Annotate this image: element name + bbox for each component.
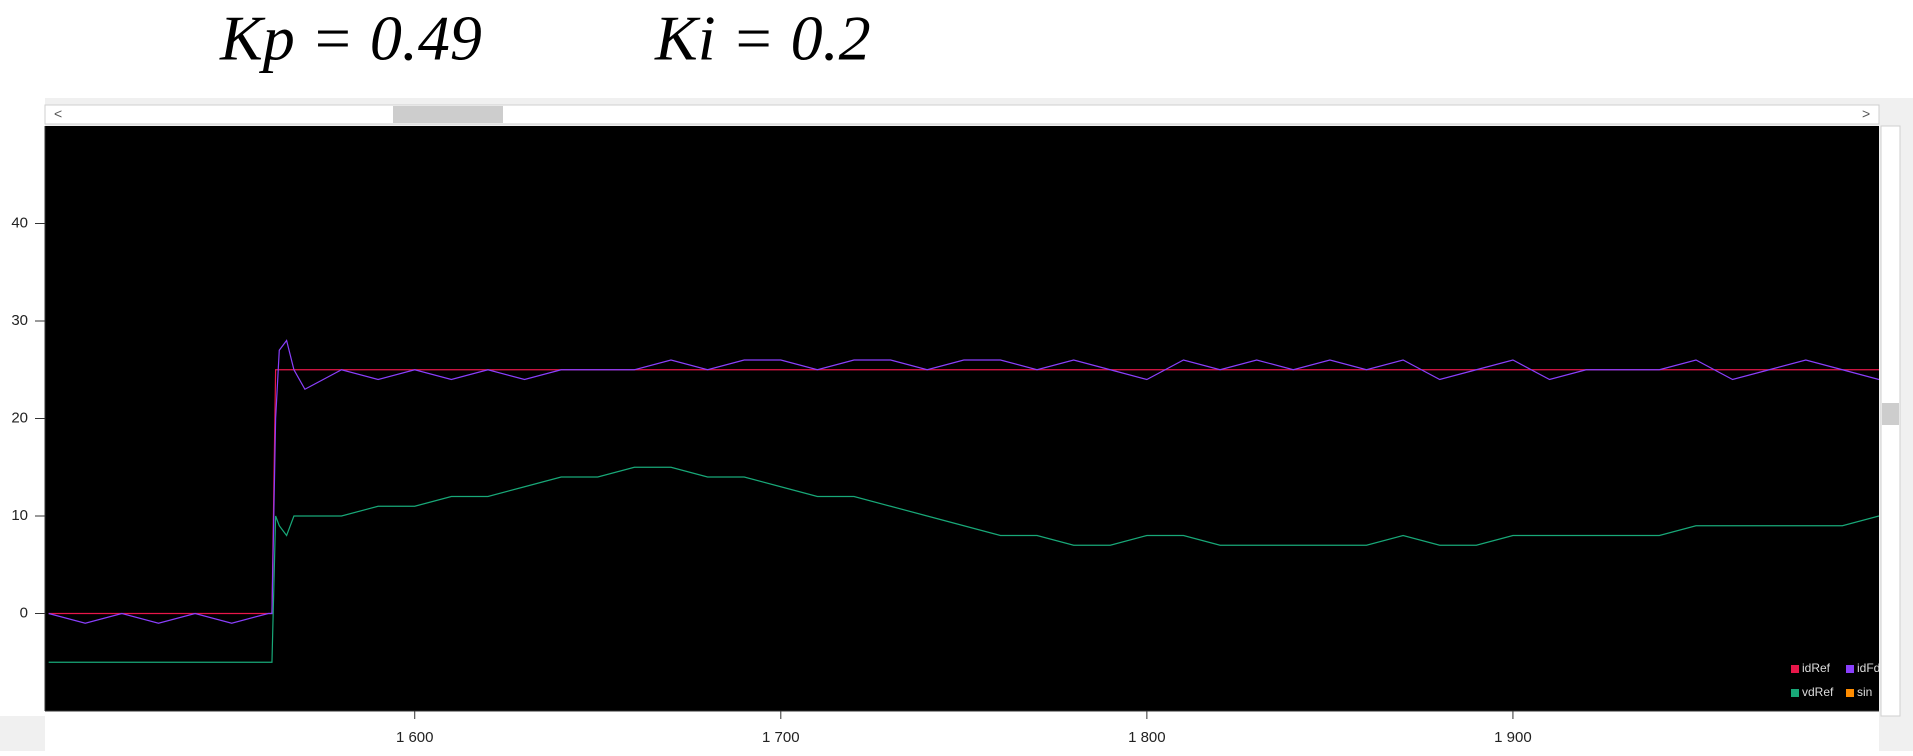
- plot-area: [45, 126, 1879, 711]
- x-tick-label: 1 800: [1128, 729, 1166, 746]
- legend-label: idFd: [1857, 661, 1880, 675]
- legend-swatch: [1846, 665, 1854, 673]
- scrollbar-thumb[interactable]: [393, 106, 503, 123]
- y-tick-label: 30: [11, 312, 28, 329]
- legend-label: vdRef: [1802, 685, 1834, 699]
- x-tick-label: 1 600: [396, 729, 434, 746]
- legend-swatch: [1791, 689, 1799, 697]
- series-line: [48, 369, 1879, 615]
- y-tick-label: 20: [11, 409, 28, 426]
- legend-label: sin: [1857, 685, 1872, 699]
- annotation: Ki = 0.2: [654, 3, 871, 74]
- annotation: Kp = 0.49: [219, 3, 482, 74]
- x-tick-label: 1 900: [1494, 729, 1532, 746]
- series-line: [48, 466, 1879, 663]
- legend-swatch: [1846, 689, 1854, 697]
- series-line: [48, 339, 1879, 624]
- y-tick-label: 10: [11, 507, 28, 524]
- legend-label: idRef: [1802, 661, 1831, 675]
- lines: idRef idFd vdRef sin: [48, 339, 1880, 699]
- x-axis-strip: [45, 711, 1879, 751]
- scroll-right[interactable]: >: [1862, 106, 1870, 122]
- y-tick-label: 0: [20, 604, 28, 621]
- scrollbar-thumb[interactable]: [1882, 403, 1899, 425]
- y-tick-label: 40: [11, 214, 28, 231]
- y-axis-strip: [0, 98, 45, 716]
- scroll-left[interactable]: <: [54, 106, 62, 122]
- legend-swatch: [1791, 665, 1799, 673]
- horizontal-scrollbar[interactable]: [44, 104, 1880, 125]
- x-tick-label: 1 700: [762, 729, 800, 746]
